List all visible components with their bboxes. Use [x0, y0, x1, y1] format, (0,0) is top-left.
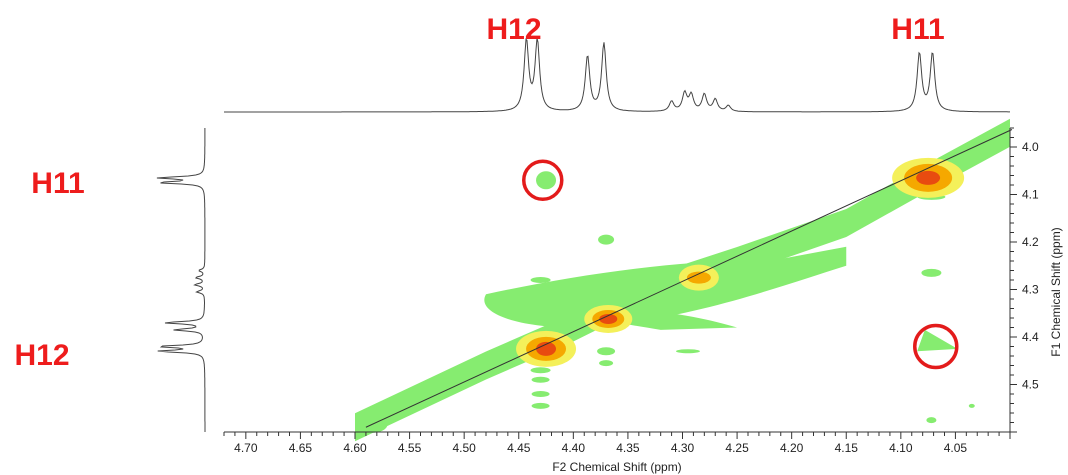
contour-plot	[355, 118, 1010, 442]
satellite-peak	[599, 360, 614, 367]
diagonal-peak-4.28	[678, 264, 719, 291]
cross-peak-highlights	[522, 159, 959, 370]
y-tick-label: 4.5	[1022, 378, 1039, 392]
satellite-peak	[530, 367, 551, 374]
diagonal-peak-4.37	[584, 304, 633, 333]
satellite-peak	[921, 268, 942, 277]
satellite-peak	[530, 288, 551, 295]
highlight-circle	[913, 323, 959, 370]
y-tick-label: 4.4	[1022, 330, 1039, 344]
satellite-peak	[968, 403, 975, 408]
diagonal-peak-h11-contour	[916, 170, 941, 185]
x-tick-label: 4.05	[944, 441, 968, 455]
x-axis: 4.70 4.65 4.60 4.55 4.50 4.45 4.40 4.35 4.30 4.25…	[223, 431, 1016, 455]
x-tick-label: 4.65	[289, 441, 313, 455]
x-tick-label: 4.20	[780, 441, 804, 455]
satellite-peak	[598, 234, 615, 245]
y-tick-label: 4.1	[1022, 188, 1039, 202]
y-tick-label: 4.3	[1022, 283, 1039, 297]
x-tick-label: 4.60	[343, 441, 367, 455]
y-axis-title: F1 Chemical Shift (ppm)	[1049, 227, 1063, 356]
x-tick-label: 4.55	[398, 441, 422, 455]
diagonal-peak-4.28-contour	[686, 271, 711, 284]
x-tick-label: 4.35	[616, 441, 640, 455]
x-tick-label: 4.15	[835, 441, 859, 455]
diagonal-line	[365, 129, 1013, 428]
x-tick-label: 4.40	[562, 441, 586, 455]
diagonal-peak-h12-contour	[536, 341, 557, 356]
top-label-h11: H11	[891, 13, 944, 46]
top-label-h12: H12	[486, 13, 541, 46]
satellite-peak	[597, 347, 616, 356]
diagonal-peak-h11	[892, 157, 965, 198]
satellite-peak	[530, 277, 551, 283]
diagonal-peak-h12	[516, 330, 577, 367]
highlight-circle	[522, 159, 564, 201]
x-tick-label: 4.50	[452, 441, 476, 455]
y-tick-label: 4.2	[1022, 235, 1039, 249]
x-tick-label: 4.25	[725, 441, 749, 455]
satellite-peak	[926, 417, 937, 424]
satellite-peak	[531, 391, 550, 397]
x-tick-label: 4.30	[671, 441, 695, 455]
cross-peak	[917, 329, 958, 352]
x-axis-title: F2 Chemical Shift (ppm)	[552, 460, 681, 474]
diagonal-peak-4.37-contour	[599, 313, 618, 324]
x-tick-label: 4.45	[507, 441, 531, 455]
left-label-h11: H11	[31, 167, 84, 200]
x-tick-label: 4.10	[889, 441, 913, 455]
left-label-h12: H12	[14, 339, 69, 372]
y-tick-label: 4.0	[1022, 140, 1039, 154]
satellite-peak	[531, 376, 550, 383]
ridge-shoulder	[484, 246, 847, 328]
satellite-peak	[675, 349, 700, 354]
x-tick-label: 4.70	[234, 441, 258, 455]
cross-peak	[536, 171, 557, 190]
satellite-peak	[531, 402, 550, 409]
f1-projection-trace	[156, 128, 206, 432]
y-axis: 4.0 4.1 4.2 4.3 4.4 4.5	[1009, 127, 1039, 433]
f2-projection-trace	[224, 38, 1010, 113]
